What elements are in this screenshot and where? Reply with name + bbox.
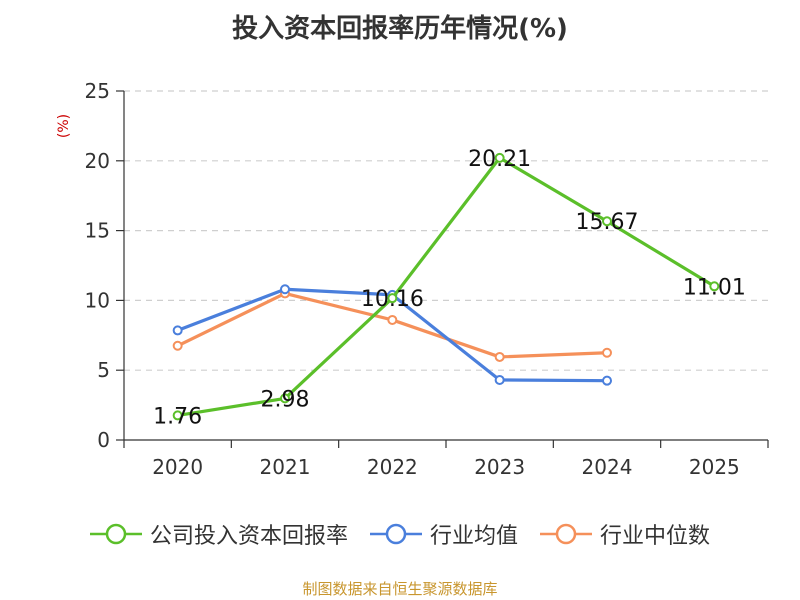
- data-label: 1.76: [153, 404, 202, 429]
- data-point: [387, 293, 398, 304]
- data-point: [280, 393, 290, 404]
- legend-line-marker-icon: [540, 523, 592, 545]
- legend-label: 公司投入资本回报率: [149, 524, 348, 549]
- source-note: 制图数据来自恒生聚源数据库: [302, 580, 498, 598]
- legend-line-marker-icon: [89, 523, 142, 545]
- x-tick-label: 2025: [689, 455, 740, 479]
- y-tick-label: 25: [85, 79, 110, 103]
- y-axis-label: (%): [56, 114, 72, 138]
- legend-item[interactable]: 公司投入资本回报率: [89, 518, 348, 550]
- data-point: [172, 325, 183, 336]
- legend-line-marker-icon: [369, 523, 422, 545]
- data-point: [602, 347, 612, 358]
- chart-title: 投入资本回报率历年情况(%): [232, 14, 568, 44]
- data-point: [494, 152, 505, 163]
- y-tick-label: 10: [85, 288, 110, 312]
- x-tick-label: 2020: [152, 455, 203, 479]
- data-label: 10.16: [361, 287, 424, 312]
- data-point: [387, 314, 398, 325]
- x-tick-label: 2022: [367, 455, 418, 479]
- data-point: [602, 216, 612, 227]
- data-label: 20.21: [468, 147, 531, 172]
- legend-item[interactable]: 行业均值: [369, 518, 518, 550]
- legend-item[interactable]: 行业中位数: [540, 518, 710, 550]
- data-point: [172, 410, 183, 421]
- legend-label: 行业中位数: [600, 524, 711, 549]
- y-tick-label: 5: [97, 358, 110, 382]
- data-point: [494, 351, 505, 362]
- legend: 公司投入资本回报率 行业均值 行业中位数: [0, 518, 800, 550]
- data-label: 11.01: [683, 275, 746, 300]
- data-point: [709, 281, 720, 292]
- data-label: 15.67: [576, 210, 639, 235]
- x-tick-label: 2023: [474, 455, 525, 479]
- data-point: [602, 375, 612, 386]
- series-line: [177, 156, 716, 418]
- series-lines: [172, 152, 720, 421]
- x-tick-label: 2021: [260, 455, 311, 479]
- data-point: [494, 374, 505, 385]
- legend-label: 行业均值: [429, 524, 518, 549]
- data-labels: 1.76 2.98 10.16 20.21 15.67 11.01: [153, 147, 746, 430]
- data-point: [280, 284, 290, 295]
- data-label: 2.98: [261, 387, 310, 412]
- y-tick-label: 15: [85, 219, 110, 243]
- x-tick-label: 2024: [582, 455, 633, 479]
- axes: [116, 90, 769, 448]
- data-point: [172, 340, 183, 351]
- y-tick-label: 20: [85, 149, 110, 173]
- y-tick-label: 0: [97, 428, 110, 452]
